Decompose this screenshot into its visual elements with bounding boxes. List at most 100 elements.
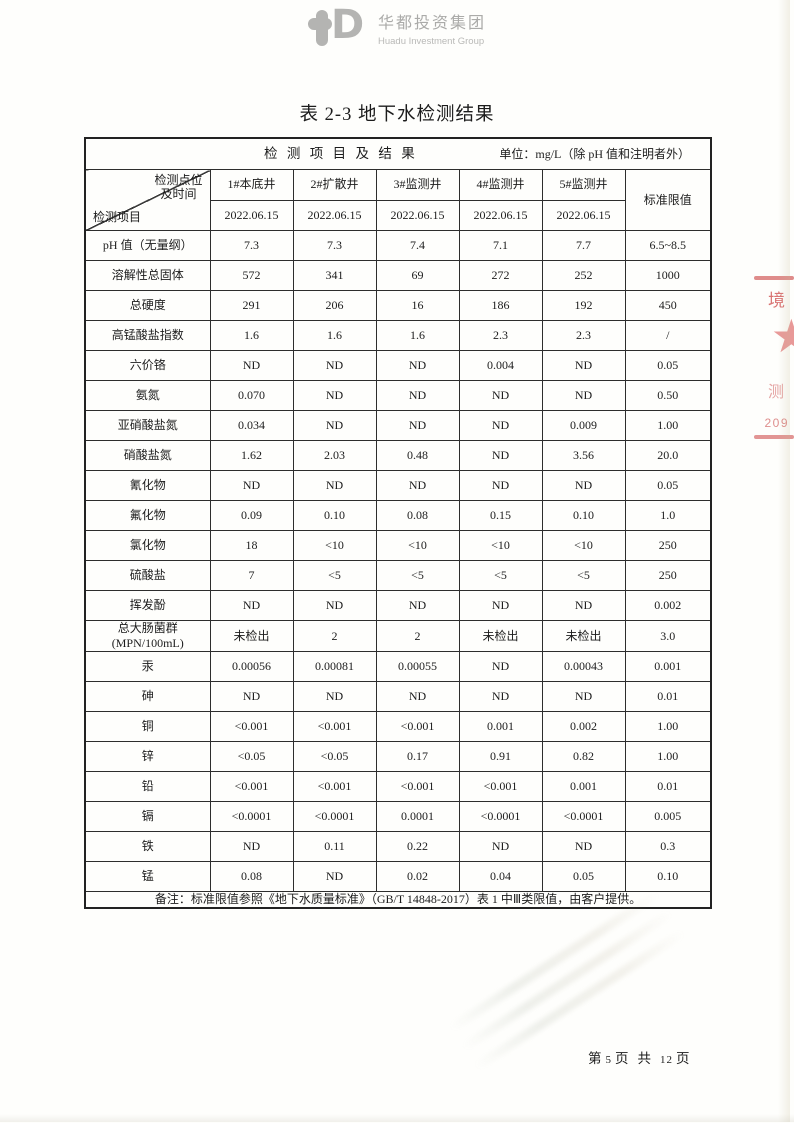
result-value: <10: [292, 530, 377, 561]
result-value: <5: [292, 560, 377, 591]
result-value: 7.7: [541, 230, 626, 261]
result-value: ND: [458, 440, 543, 471]
result-value: <0.0001: [458, 801, 543, 832]
result-value: 7.4: [375, 230, 460, 261]
well-header-row: 检测点位 及时间 检测项目 1#本底井 2#扩散井 3#监测井 4#监测井 5#监测井标…: [84, 169, 712, 231]
parameter-name: 铅: [84, 771, 211, 802]
result-value: 0.009: [541, 410, 626, 441]
well-column-header: 2#扩散井: [292, 169, 377, 201]
parameter-name: 铁: [84, 831, 211, 862]
parameter-name: 锌: [84, 741, 211, 772]
well-column-header: 5#监测井: [541, 169, 626, 201]
result-value: ND: [292, 590, 377, 621]
result-value: 0.001: [458, 711, 543, 742]
parameter-name: 氨氮: [84, 380, 211, 411]
company-name-cn: 华都投资集团: [377, 15, 487, 32]
page-number: 第 5 页共 12 页: [588, 1051, 691, 1066]
page-edge-shading: [778, 0, 790, 1122]
parameter-name: 氰化物: [84, 470, 211, 501]
result-value: 0.48: [375, 440, 460, 471]
table-row: 氟化物 0.09 0.10 0.08 0.15 0.10 1.0: [84, 500, 712, 531]
parameter-name: 锰: [84, 861, 211, 892]
limit-value: 0.05: [624, 470, 712, 501]
result-value: 7.3: [209, 230, 294, 261]
well-column-header: 3#监测井: [375, 169, 460, 201]
parameter-name: pH 值（无量纲）: [84, 230, 211, 261]
corner-label-top: 检测点位 及时间: [154, 173, 203, 201]
result-value: <10: [375, 530, 460, 561]
parameter-name: 高锰酸盐指数: [84, 320, 211, 351]
table-row: 六价铬 ND ND ND 0.004 ND 0.05: [84, 350, 712, 381]
result-value: 0.10: [292, 500, 377, 531]
result-value: ND: [292, 861, 377, 892]
result-value: <0.001: [375, 711, 460, 742]
result-value: 未检出: [541, 620, 626, 652]
result-value: 0.08: [209, 861, 294, 892]
result-value: 7.1: [458, 230, 543, 261]
table-row: 氨氮 0.070 ND ND ND ND 0.50: [84, 380, 712, 411]
limit-value: 6.5~8.5: [624, 230, 712, 261]
result-value: 0.00056: [209, 651, 294, 682]
limit-value: 250: [624, 560, 712, 591]
table-row: 汞 0.00056 0.00081 0.00055 ND 0.00043 0.001: [84, 651, 712, 682]
result-value: 0.00055: [375, 651, 460, 682]
seal-char-mid: 测: [767, 384, 784, 401]
seal-number: 209: [764, 416, 789, 430]
result-value: <0.0001: [292, 801, 377, 832]
table-row: 铁 ND 0.11 0.22 ND ND 0.3: [84, 831, 712, 862]
table-row: 总硬度 291 206 16 186 192 450: [84, 290, 712, 321]
well-column-header: 1#本底井: [209, 169, 294, 201]
parameter-name: 硫酸盐: [84, 560, 211, 591]
page-title: 表 2-3 地下水检测结果: [299, 105, 495, 125]
sample-date: 2022.06.15: [541, 199, 626, 231]
limit-value: 0.01: [624, 681, 712, 712]
limit-value: 1.00: [624, 711, 712, 742]
result-value: 0.004: [458, 350, 543, 381]
result-value: ND: [375, 470, 460, 501]
table-row: 硫酸盐 7 <5 <5 <5 <5 250: [84, 560, 712, 591]
result-value: 0.11: [292, 831, 377, 862]
result-value: 0.91: [458, 741, 543, 772]
result-value: ND: [458, 651, 543, 682]
parameter-name: 溶解性总固体: [84, 260, 211, 291]
result-value: ND: [209, 470, 294, 501]
seal-char-top: 境: [768, 291, 785, 310]
limit-value: 1.00: [624, 410, 712, 441]
result-value: 192: [541, 290, 626, 321]
result-value: ND: [541, 681, 626, 712]
result-value: <0.05: [292, 741, 377, 772]
company-name-block: 华都投资集团 Huadu Investment Group: [378, 9, 486, 47]
result-value: 2.03: [292, 440, 377, 471]
table-caption: 检 测 项 目 及 结 果: [264, 146, 418, 161]
result-value: ND: [458, 410, 543, 441]
limit-value: 0.05: [624, 350, 712, 381]
table-row: 氯化物 18 <10 <10 <10 <10 250: [84, 530, 712, 561]
result-value: 1.6: [375, 320, 460, 351]
corner-header-cell: 检测点位 及时间 检测项目: [84, 169, 211, 231]
result-value: ND: [292, 380, 377, 411]
result-value: 0.09: [209, 500, 294, 531]
result-value: ND: [375, 681, 460, 712]
results-table: 检 测 项 目 及 结 果 单位：mg/L（除 pH 值和注明者外） 检测点位 …: [84, 137, 713, 909]
result-value: 未检出: [458, 620, 543, 652]
result-value: ND: [209, 831, 294, 862]
table-row: 砷 ND ND ND ND ND 0.01: [84, 681, 712, 712]
result-value: 0.0001: [375, 801, 460, 832]
result-value: ND: [375, 350, 460, 381]
result-value: <0.001: [209, 711, 294, 742]
result-value: 0.15: [458, 500, 543, 531]
corner-label-bottom: 检测项目: [93, 210, 142, 224]
star-icon: ★: [770, 311, 794, 362]
result-value: 未检出: [209, 620, 294, 652]
result-value: ND: [458, 681, 543, 712]
results-body: pH 值（无量纲） 7.3 7.3 7.4 7.1 7.7 6.5~8.5 溶解性总固体 572…: [84, 230, 712, 892]
result-value: 0.002: [541, 711, 626, 742]
result-value: <0.001: [209, 771, 294, 802]
table-row: 镉 <0.0001 <0.0001 0.0001 <0.0001 <0.0001 0.005: [84, 801, 712, 832]
result-value: 291: [209, 290, 294, 321]
result-value: 1.6: [292, 320, 377, 351]
result-value: 0.04: [458, 861, 543, 892]
limit-value: 0.005: [624, 801, 712, 832]
result-value: ND: [375, 590, 460, 621]
result-value: 7: [209, 560, 294, 591]
